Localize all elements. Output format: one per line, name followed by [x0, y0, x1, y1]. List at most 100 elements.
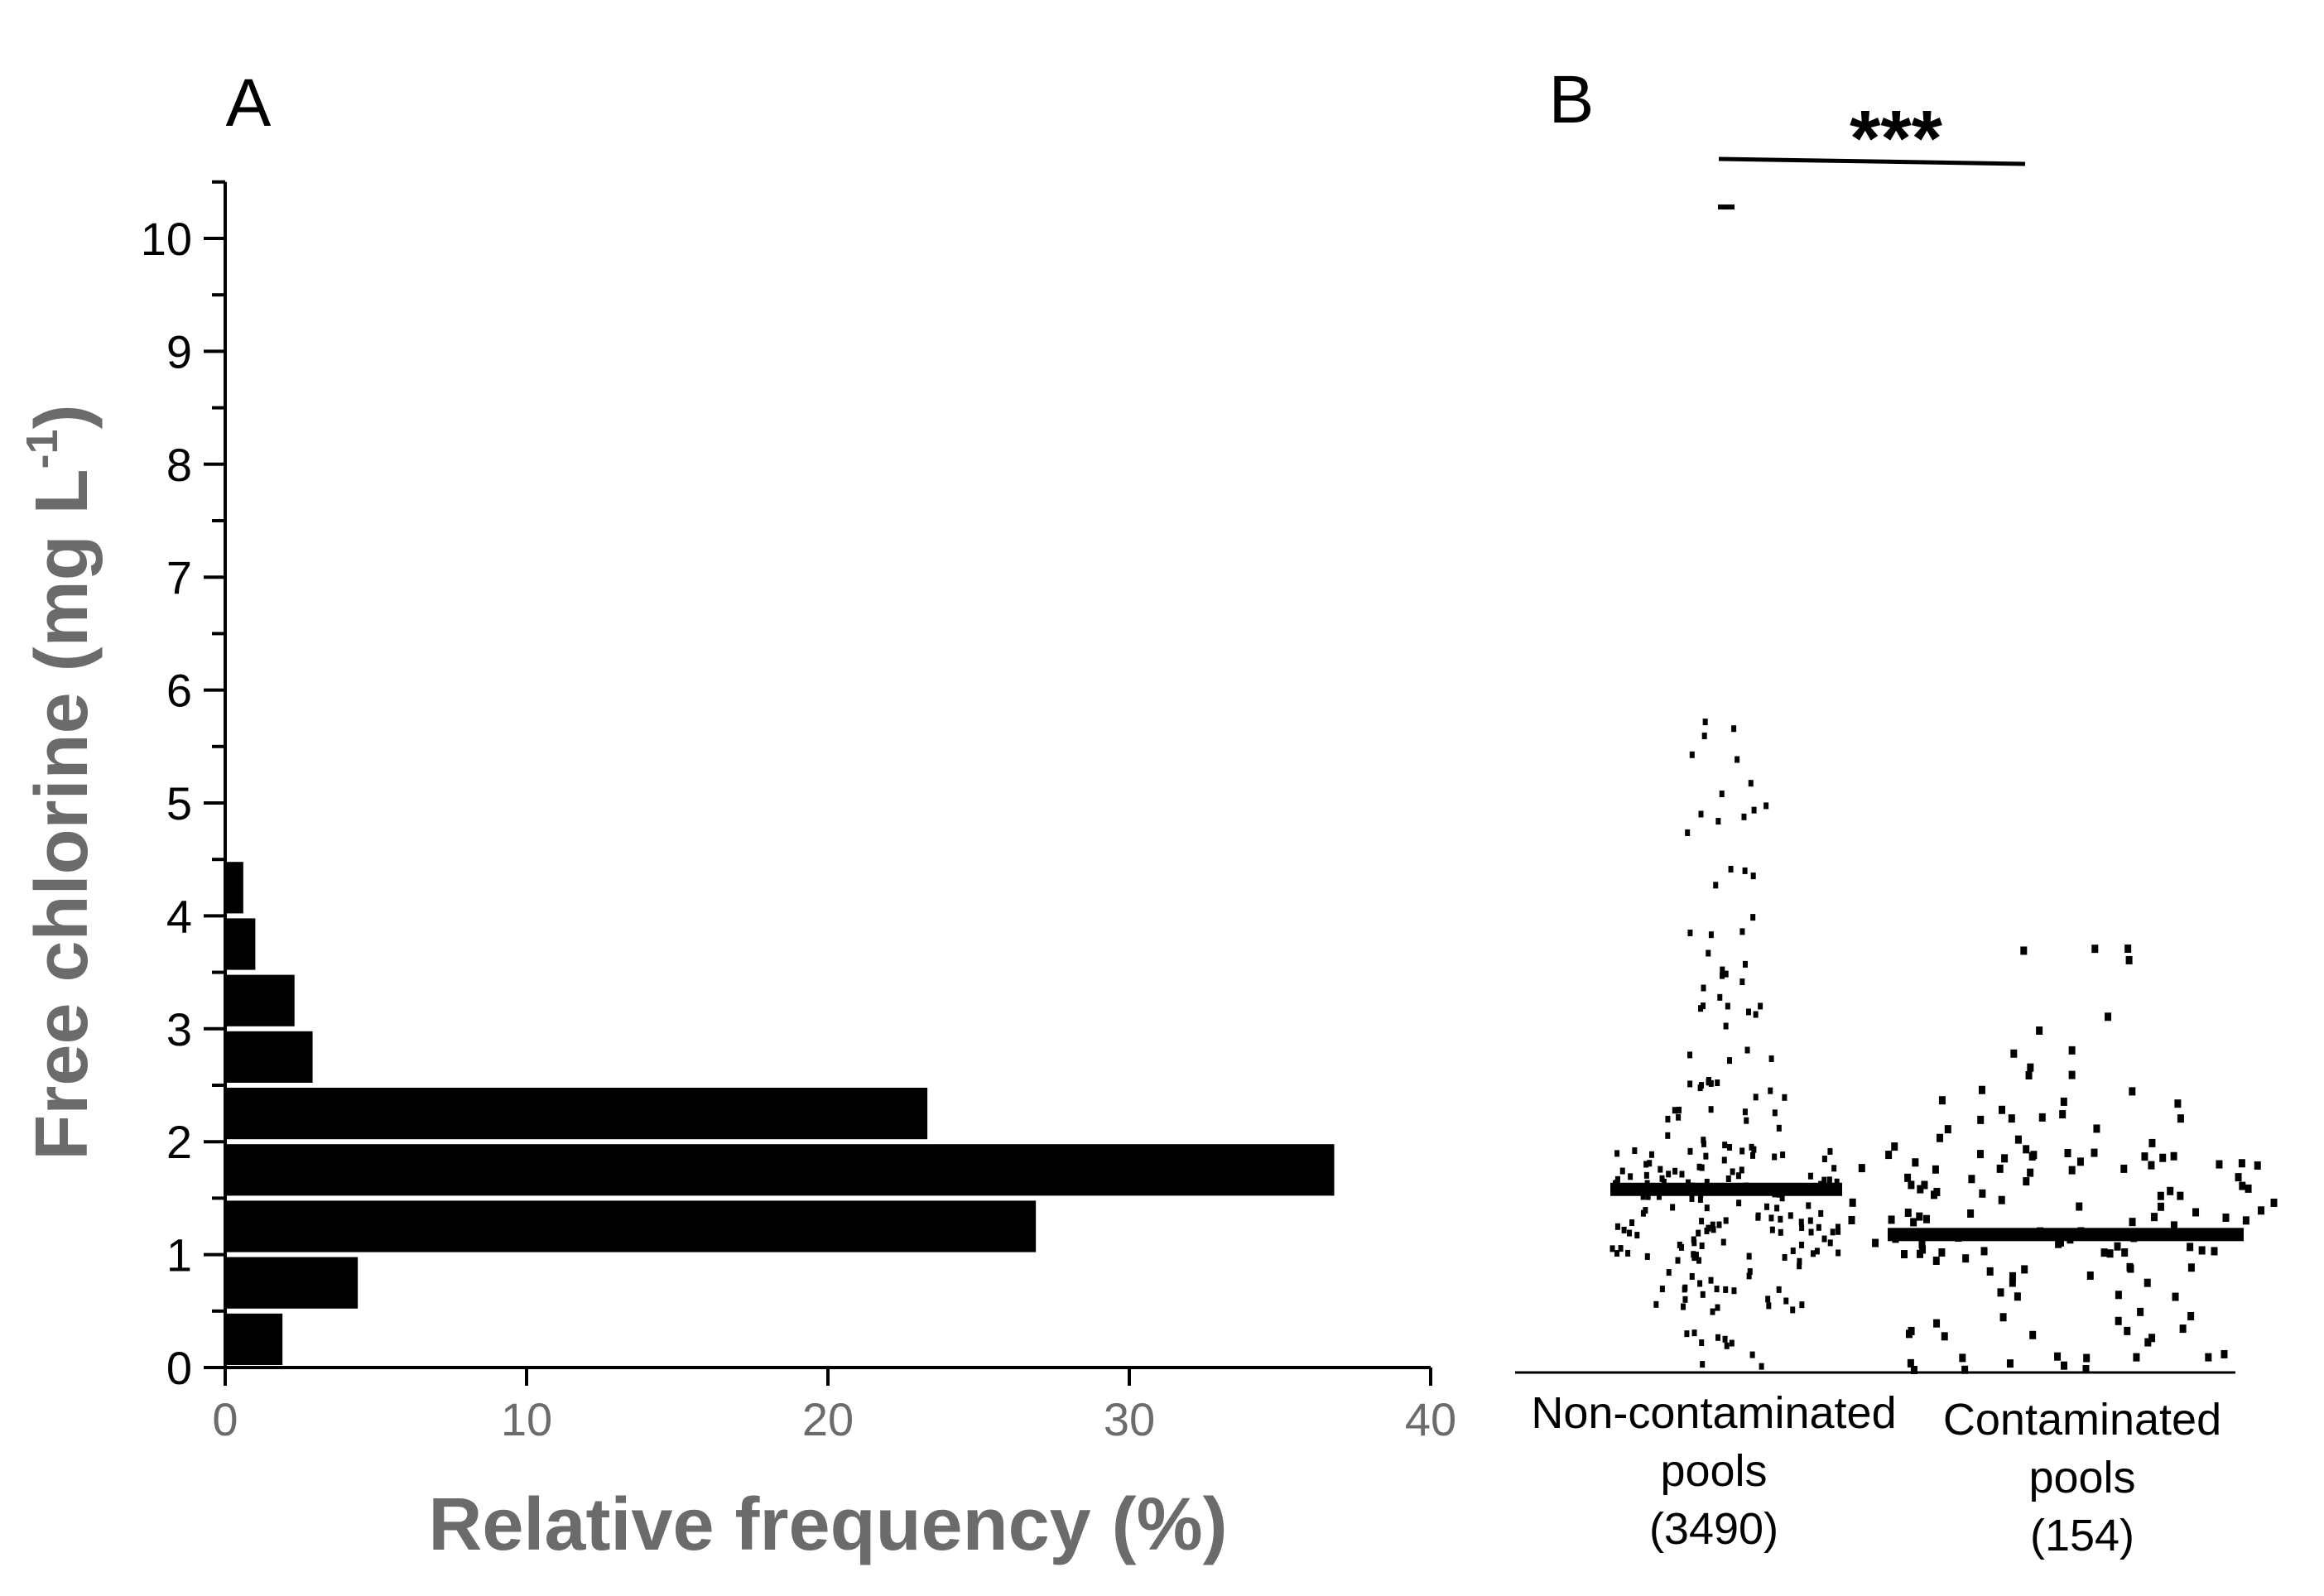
data-point: [1750, 914, 1756, 921]
data-point: [1614, 1250, 1620, 1257]
data-point: [1776, 1286, 1782, 1293]
data-point: [2170, 1151, 2177, 1161]
data-point: [2126, 1262, 2134, 1272]
data-point: [1711, 1226, 1716, 1233]
data-point: [1932, 1165, 1939, 1174]
data-point: [1735, 1172, 1741, 1180]
frequency-bar-3: [225, 1144, 1335, 1196]
data-point: [1687, 1051, 1693, 1059]
data-point: [1618, 1245, 1624, 1252]
data-point: [1665, 1115, 1671, 1122]
data-point: [1979, 1189, 1986, 1198]
data-point: [1643, 1171, 1649, 1179]
data-point: [1715, 818, 1721, 825]
data-point: [2137, 1307, 2144, 1316]
data-point: [1872, 1238, 1879, 1247]
data-point: [1746, 1272, 1752, 1280]
dot-groups: [1609, 204, 2278, 1375]
data-point: [1699, 1218, 1705, 1225]
data-point: [1697, 1196, 1703, 1204]
data-point: [2021, 1265, 2028, 1274]
data-point: [1723, 1022, 1729, 1030]
data-point: [1696, 1229, 1701, 1237]
data-point: [1704, 1204, 1710, 1212]
x-tick-label: 20: [802, 1393, 854, 1445]
data-point: [2082, 1364, 2090, 1373]
data-point: [1701, 732, 1707, 739]
data-point: [1818, 1209, 1824, 1217]
x-tick-label: 40: [1405, 1393, 1456, 1445]
data-point: [1685, 829, 1691, 836]
panel-a-label: A: [226, 65, 272, 141]
data-point: [2148, 1138, 2156, 1147]
data-point: [1783, 1297, 1789, 1305]
data-point: [1730, 1168, 1735, 1175]
data-point: [2027, 1063, 2034, 1072]
data-point: [1701, 1140, 1706, 1147]
data-point: [1672, 1107, 1677, 1114]
frequency-bar-2: [225, 1200, 1037, 1252]
data-point: [1739, 978, 1745, 986]
data-point: [1745, 1008, 1751, 1016]
data-point: [1831, 1165, 1837, 1172]
data-point: [1629, 1219, 1635, 1227]
data-point: [1967, 1209, 1975, 1219]
data-point: [1755, 1214, 1761, 1221]
data-point: [1614, 1150, 1620, 1157]
data-point: [1739, 1166, 1744, 1174]
data-point: [1938, 1096, 1946, 1105]
group-1-label-line2: pools: [1660, 1446, 1767, 1496]
data-point: [1808, 1228, 1814, 1236]
data-point: [1687, 1147, 1693, 1155]
data-point: [1699, 1339, 1705, 1346]
data-point: [2221, 1349, 2228, 1358]
dot-group-1: [1609, 204, 1842, 1370]
data-point: [2014, 1292, 2021, 1301]
data-point: [1763, 802, 1769, 810]
data-point: [2172, 1292, 2179, 1301]
data-point: [1908, 1180, 1915, 1190]
data-point: [1614, 1175, 1620, 1183]
data-point: [2030, 1151, 2038, 1160]
data-point: [1722, 1142, 1728, 1149]
data-point: [1682, 1284, 1688, 1291]
outlier-point: [1718, 204, 1735, 210]
data-point: [1621, 1226, 1627, 1233]
data-point: [1836, 1228, 1841, 1235]
data-point: [2235, 1173, 2242, 1182]
data-point: [1723, 1286, 1729, 1293]
data-point: [1609, 1245, 1615, 1252]
data-point: [1750, 873, 1756, 880]
data-point: [1744, 1117, 1749, 1124]
data-point: [1810, 1250, 1816, 1257]
data-point: [1676, 1113, 1682, 1121]
data-point: [2148, 1161, 2155, 1170]
data-point: [1701, 1137, 1706, 1144]
data-point: [1715, 1334, 1720, 1341]
data-point: [1774, 1204, 1780, 1212]
y-axis-title-main: Free chlorine (mg L: [21, 469, 103, 1160]
data-point: [1959, 1353, 1966, 1363]
data-point: [1725, 1002, 1730, 1010]
data-point: [2245, 1184, 2252, 1193]
data-point: [1721, 1156, 1727, 1164]
data-point: [1700, 1291, 1706, 1298]
data-point: [1849, 1198, 1856, 1207]
data-point: [1742, 1108, 1748, 1116]
data-point: [1916, 1212, 1923, 1221]
data-point: [2125, 955, 2133, 964]
data-point: [2192, 1208, 2200, 1217]
data-point: [2144, 1338, 2152, 1347]
data-point: [1753, 1011, 1759, 1018]
data-point: [1936, 1133, 1943, 1142]
data-point: [1962, 1254, 1970, 1263]
data-point: [2242, 1216, 2249, 1225]
data-point: [1835, 1223, 1840, 1231]
data-point: [1986, 1267, 1994, 1276]
data-point: [1904, 1209, 1912, 1218]
data-point: [1830, 1228, 1836, 1236]
data-point: [1699, 1242, 1705, 1249]
data-point: [1713, 882, 1719, 889]
frequency-bar-6: [225, 974, 295, 1026]
data-point: [1747, 1268, 1753, 1276]
